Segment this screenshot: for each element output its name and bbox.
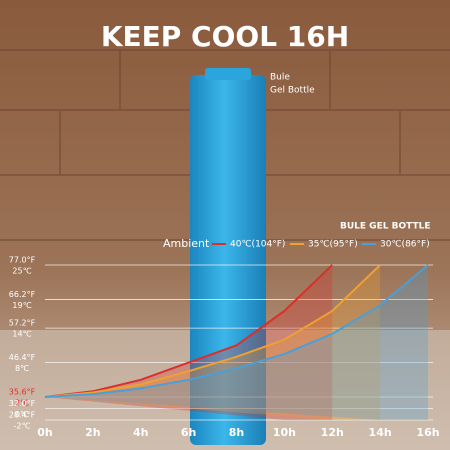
y2-tick-label: 28.4°F: [9, 411, 36, 420]
x-tick-label: 16h: [416, 426, 439, 439]
annotation: Gel Bottle: [270, 86, 315, 96]
y2-tick-label: 57.2°F: [9, 319, 36, 328]
y2-tick-label: 32.0°F: [9, 399, 36, 408]
line: [44, 264, 333, 399]
y-tick-label: 14℃: [12, 330, 31, 339]
area: [45, 265, 333, 420]
area: [45, 265, 381, 420]
x-tick-label: 12h: [321, 426, 344, 439]
legend-label: 35℃(95°F): [308, 240, 358, 250]
y-tick-label: 19℃: [12, 301, 31, 310]
legend-label: 30℃(86°F): [380, 240, 430, 250]
y-tick-label: 25℃: [12, 267, 31, 276]
line: [44, 264, 381, 399]
title: KEEP COOL 16H: [101, 20, 349, 53]
y2-tick-label: 35.6°F: [9, 388, 36, 397]
bottle-cap: [205, 68, 251, 80]
x-tick-label: 6h: [181, 426, 197, 439]
legend-label: Ambient: [163, 237, 210, 250]
x-tick-label: 4h: [133, 426, 149, 439]
x-tick-label: 10h: [273, 426, 296, 439]
y-tick-label: -2℃: [14, 422, 31, 431]
x-tick-label: 14h: [369, 426, 392, 439]
legend-title: BULE GEL BOTTLE: [340, 222, 430, 232]
y-tick-label: 0℃: [15, 410, 29, 419]
line: [44, 264, 429, 399]
x-tick-label: 8h: [229, 426, 245, 439]
legend-label: 40℃(104°F): [230, 240, 285, 250]
y-tick-label: 2℃: [15, 399, 29, 408]
area: [45, 265, 428, 420]
y2-tick-label: 66.2°F: [9, 290, 36, 299]
x-tick-label: 2h: [85, 426, 101, 439]
annotation: Bule: [270, 73, 290, 83]
y2-tick-label: 77.0°F: [9, 256, 36, 265]
y2-tick-label: 46.4°F: [9, 353, 36, 362]
x-tick-label: 0h: [37, 426, 53, 439]
y-tick-label: 8℃: [15, 364, 29, 373]
